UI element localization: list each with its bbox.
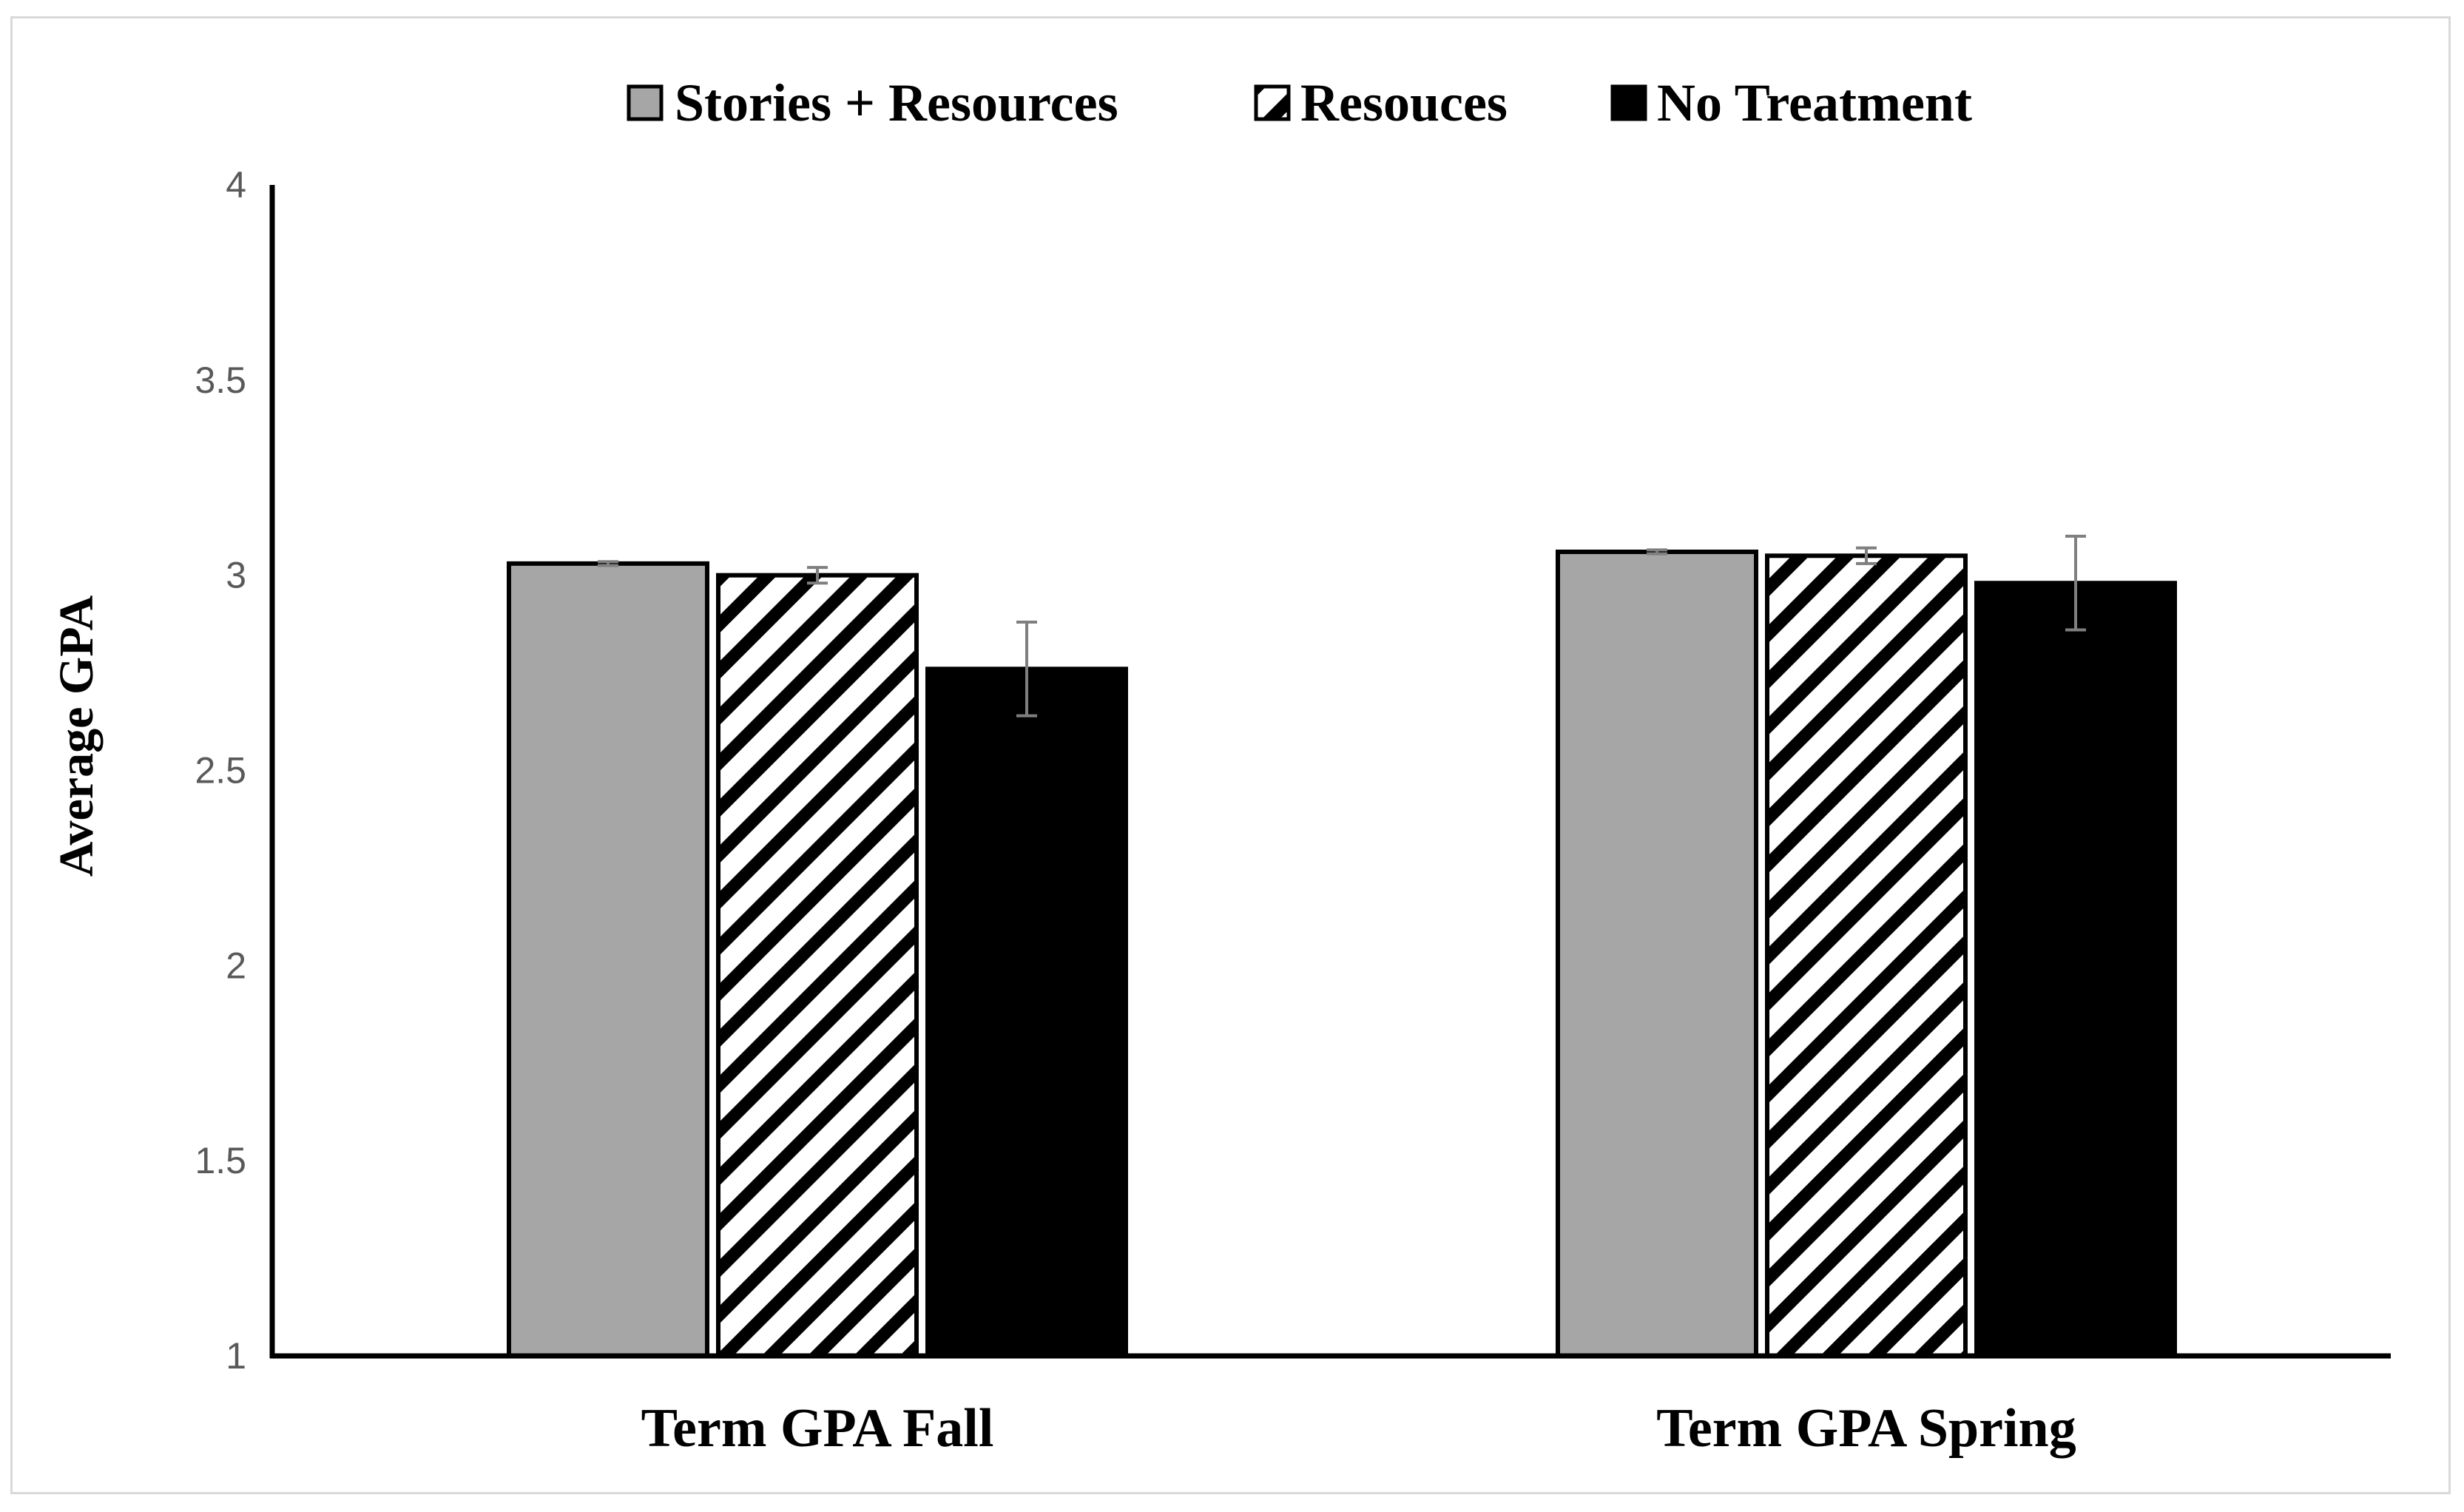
- y-tick-label: 1.5: [195, 1140, 246, 1181]
- bar-stories-resources-term-gpa-fall: [507, 561, 709, 1358]
- chart-frame: [10, 16, 2451, 1494]
- bars: [507, 550, 2177, 1359]
- legend: Stories + Resources Resouces No Treatment: [627, 73, 1972, 132]
- bar-stories-resources-term-gpa-spring: [1556, 550, 1758, 1358]
- y-tick-labels: 1 1.5 2 2.5 3 3.5 4: [195, 164, 246, 1377]
- y-tick-label: 4: [226, 164, 246, 206]
- y-tick-label: 3: [226, 555, 246, 596]
- bar-resouces-term-gpa-spring: [1765, 553, 1968, 1358]
- legend-swatch-no-treatment: [1610, 84, 1647, 121]
- y-axis-title-group: Average GPA: [50, 595, 104, 877]
- y-tick-label: 2: [226, 945, 246, 986]
- error-bars: [598, 534, 2086, 718]
- legend-swatch-resouces: [1254, 84, 1291, 121]
- legend-label-resouces: Resouces: [1300, 73, 1508, 132]
- legend-label-stories-resources: Stories + Resources: [675, 73, 1118, 132]
- category-label-term-gpa-fall: Term GPA Fall: [641, 1398, 994, 1459]
- y-tick-label: 3.5: [195, 360, 246, 401]
- bar-resouces-term-gpa-fall: [716, 573, 919, 1359]
- legend-swatch-stories-resources: [627, 84, 664, 121]
- bar-no-treatment-term-gpa-spring: [1974, 581, 2177, 1358]
- axes: [269, 185, 2391, 1359]
- y-axis-title: Average GPA: [50, 595, 104, 877]
- y-tick-label: 1: [226, 1335, 246, 1377]
- bar-no-treatment-term-gpa-fall: [925, 666, 1128, 1358]
- category-label-term-gpa-spring: Term GPA Spring: [1656, 1398, 2076, 1459]
- legend-label-no-treatment: No Treatment: [1657, 73, 1972, 132]
- category-labels: Term GPA Fall Term GPA Spring: [641, 1398, 2076, 1459]
- y-tick-label: 2.5: [195, 750, 246, 792]
